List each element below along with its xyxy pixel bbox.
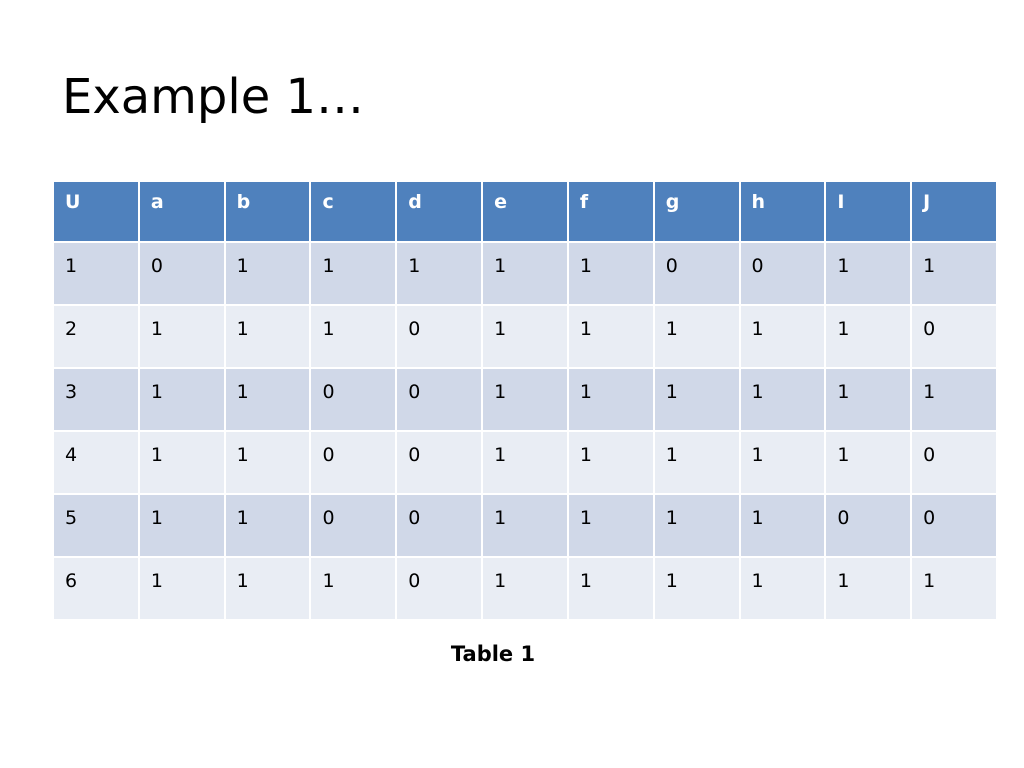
table-cell: 1: [824, 304, 913, 369]
table-cell: 0: [395, 304, 484, 369]
table-cell: 4: [52, 430, 140, 495]
table-cell: 5: [52, 493, 140, 558]
table-cell: 0: [137, 241, 226, 306]
table-cell: 1: [824, 556, 913, 621]
table-caption: Table 1: [450, 642, 536, 666]
table-cell: 1: [738, 493, 827, 558]
table-cell: 1: [481, 241, 569, 306]
table-cell: 0: [395, 493, 484, 558]
table-cell: 1: [481, 304, 569, 369]
table-cell: 1: [223, 241, 312, 306]
table-cell: 1: [566, 556, 655, 621]
table-cell: 1: [481, 556, 569, 621]
table-cell: 1: [738, 556, 827, 621]
table-cell: 1: [223, 430, 312, 495]
header-cell: J: [910, 180, 998, 243]
table-cell: 1: [137, 556, 226, 621]
table-cell: 1: [824, 367, 913, 432]
table-cell: 0: [738, 241, 827, 306]
header-cell: b: [223, 180, 312, 243]
table-cell: 3: [52, 367, 140, 432]
table-cell: 1: [652, 367, 741, 432]
table-cell: 0: [824, 493, 913, 558]
slide-title: Example 1…: [62, 69, 365, 125]
table-cell: 1: [910, 367, 998, 432]
table-cell: 1: [137, 493, 226, 558]
header-cell: I: [824, 180, 913, 243]
table-cell: 0: [309, 430, 398, 495]
table-cell: 1: [481, 430, 569, 495]
table-cell: 0: [309, 493, 398, 558]
table-cell: 1: [824, 241, 913, 306]
table-cell: 1: [566, 430, 655, 495]
header-cell: U: [52, 180, 140, 243]
header-cell: e: [481, 180, 569, 243]
header-cell: f: [566, 180, 655, 243]
table-cell: 1: [652, 430, 741, 495]
table-cell: 1: [309, 241, 398, 306]
table-cell: 1: [566, 304, 655, 369]
table-cell: 2: [52, 304, 140, 369]
table-cell: 1: [738, 430, 827, 495]
table-cell: 0: [652, 241, 741, 306]
table-cell: 1: [652, 556, 741, 621]
table-cell: 0: [395, 430, 484, 495]
table-cell: 1: [738, 304, 827, 369]
table-cell: 1: [223, 304, 312, 369]
table-cell: 6: [52, 556, 140, 621]
table-cell: 1: [566, 367, 655, 432]
table-cell: 1: [910, 556, 998, 621]
table-cell: 0: [309, 367, 398, 432]
table-cell: 1: [395, 241, 484, 306]
table-cell: 1: [223, 367, 312, 432]
table-cell: 1: [223, 493, 312, 558]
table-cell: 1: [652, 493, 741, 558]
table-cell: 1: [910, 241, 998, 306]
table-cell: 1: [481, 367, 569, 432]
table-cell: 0: [910, 430, 998, 495]
table-cell: 1: [52, 241, 140, 306]
table-cell: 1: [223, 556, 312, 621]
table-cell: 1: [566, 241, 655, 306]
header-cell: a: [137, 180, 226, 243]
table-cell: 1: [137, 367, 226, 432]
table-cell: 1: [652, 304, 741, 369]
header-cell: d: [395, 180, 484, 243]
table-cell: 1: [824, 430, 913, 495]
header-cell: g: [652, 180, 741, 243]
table-cell: 1: [566, 493, 655, 558]
table-cell: 1: [481, 493, 569, 558]
table-cell: 0: [910, 304, 998, 369]
table-cell: 0: [395, 556, 484, 621]
table-cell: 1: [309, 556, 398, 621]
header-cell: h: [738, 180, 827, 243]
table-cell: 1: [738, 367, 827, 432]
header-cell: c: [309, 180, 398, 243]
table-cell: 0: [395, 367, 484, 432]
table-cell: 0: [910, 493, 998, 558]
table-cell: 1: [137, 304, 226, 369]
table-cell: 1: [137, 430, 226, 495]
table-cell: 1: [309, 304, 398, 369]
